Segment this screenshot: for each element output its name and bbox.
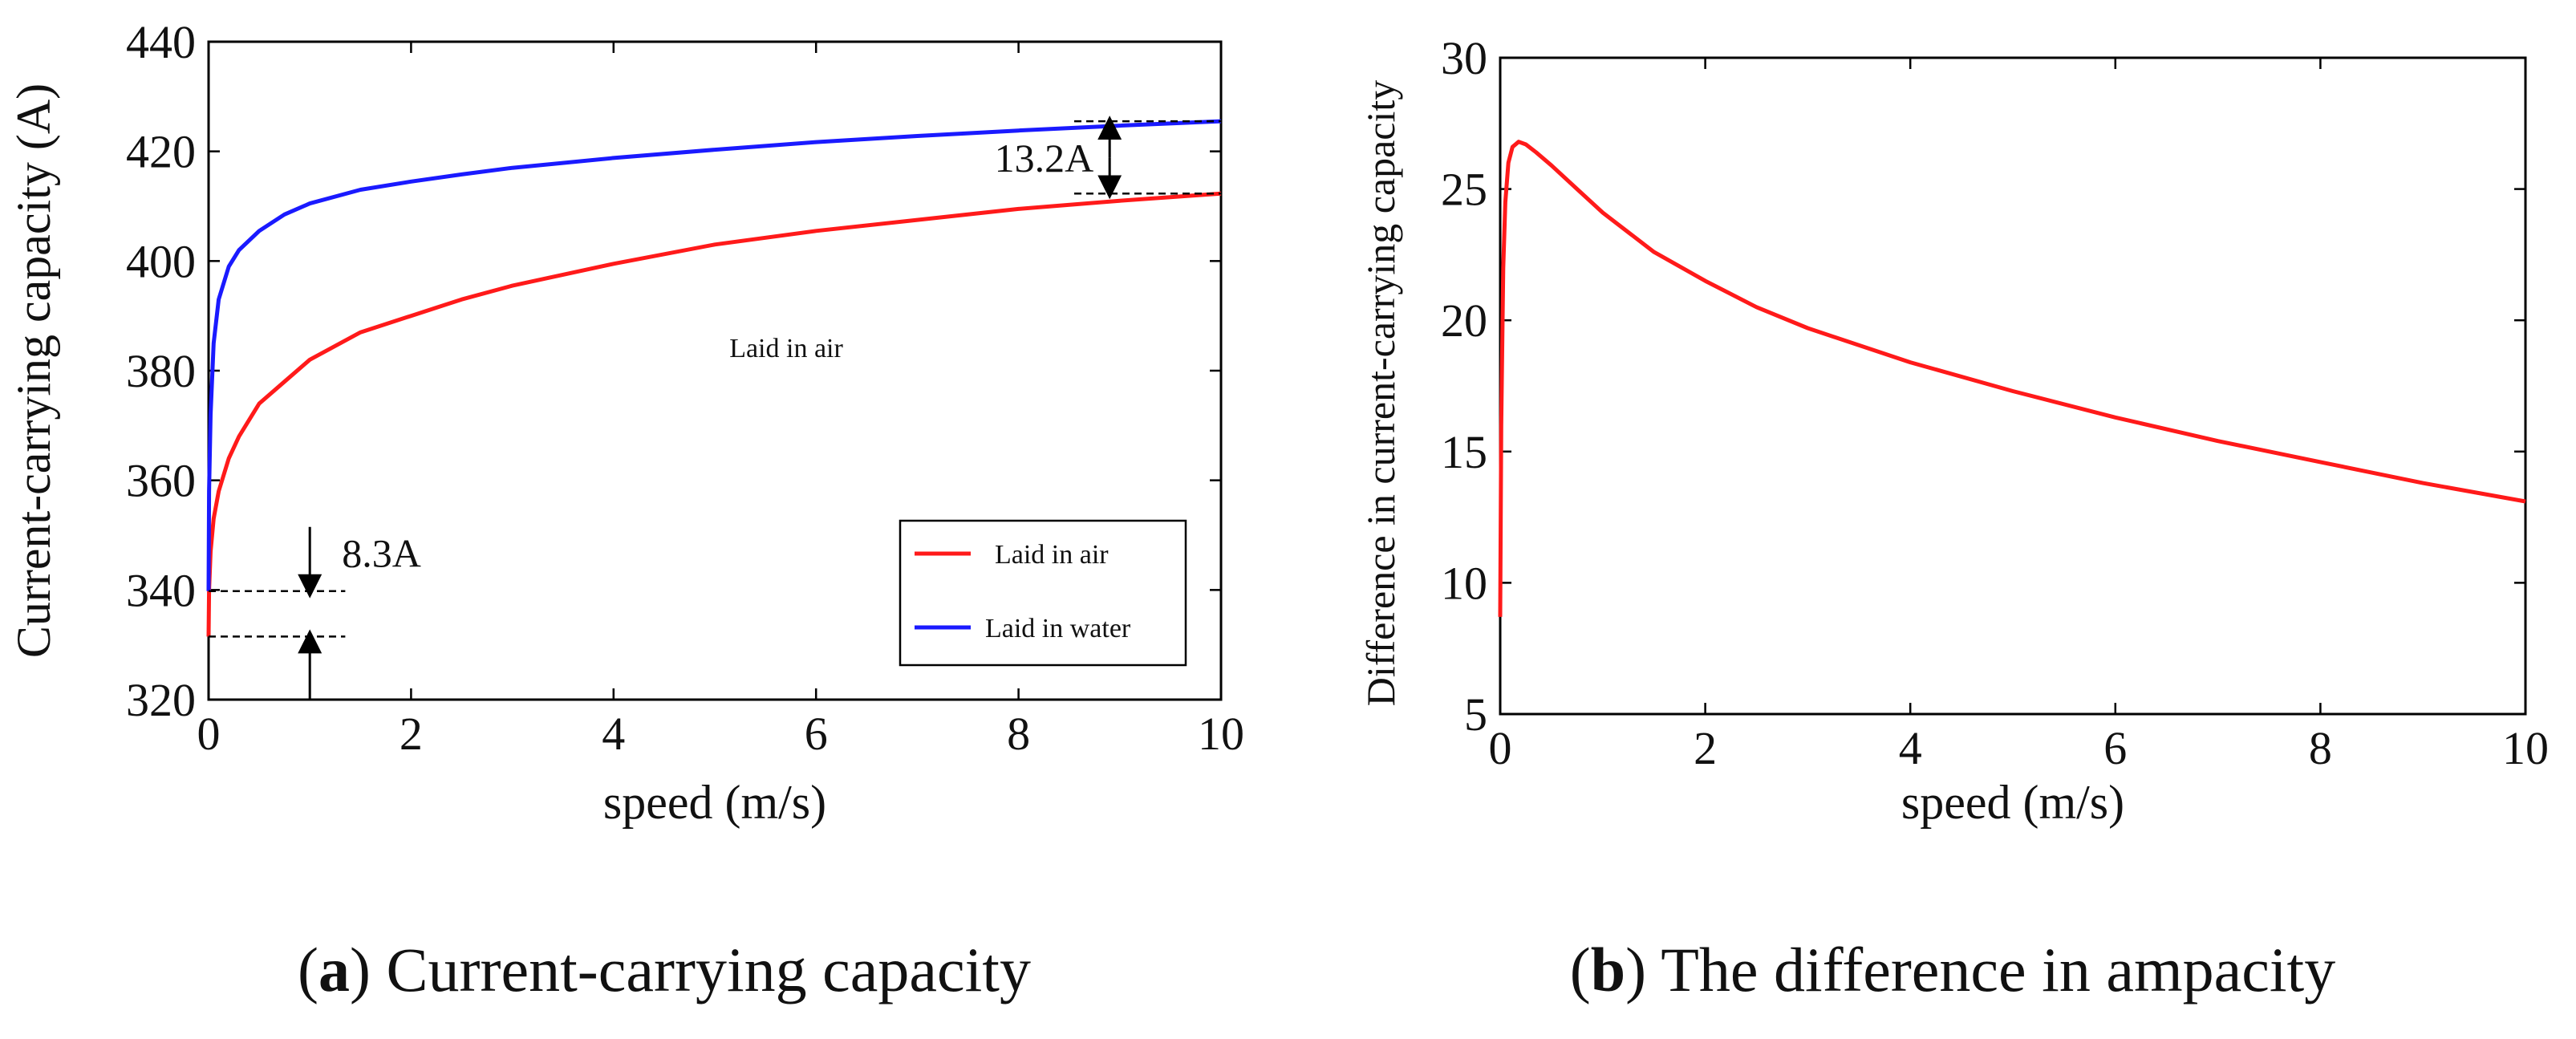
a-series-laid-in-water [206,119,1222,591]
panel-a-x-label: speed (m/s) [603,776,826,829]
legend-label-air: Laid in air [995,540,1109,570]
b-ytick-label-5: 30 [1441,32,1487,84]
a-xtick-label-0: 0 [197,708,221,760]
panel-b-x-label: speed (m/s) [1901,776,2124,829]
legend-box [899,519,1187,667]
b-ytick-label-3: 20 [1441,294,1487,347]
a-xtick-label-3: 6 [805,708,828,760]
panel-a-legend: Laid in air Laid in water [899,519,1187,667]
a-xtick-label-4: 8 [1007,708,1030,760]
b-xtick-label-1: 2 [1694,722,1717,774]
legend-label-water: Laid in water [985,614,1131,643]
caption-b: (b) The difference in ampacity [1570,935,2335,1005]
a-ytick-label-2: 360 [126,455,196,507]
b-xtick-label-0: 0 [1489,722,1512,774]
b-xtick-label-3: 6 [2103,722,2127,774]
b-ytick-label-1: 10 [1441,557,1487,609]
a-ytick-label-3: 380 [126,345,196,397]
a-xtick-label-2: 4 [602,708,625,760]
b-xtick-label-5: 10 [2502,722,2549,774]
caption-a-letter: a [318,935,350,1005]
a-xtick-label-1: 2 [400,708,423,760]
panel-a-note: Laid in air [729,334,843,363]
a-ytick-label-0: 320 [126,674,196,726]
caption-b-text: The difference in ampacity [1646,935,2335,1005]
panel-b-chart: 0 2 4 6 8 10 5 10 15 20 25 30 speed (m/s) Differenc… [1358,32,2549,829]
b-xtick-label-4: 8 [2309,722,2332,774]
a-ytick-label-1: 340 [126,564,196,616]
caption-a-text: Current-carrying capacity [371,935,1031,1005]
b-ytick-label-0: 5 [1464,688,1487,741]
panel-a-y-label: Current-carrying capacity (A) [7,83,60,658]
a-ytick-label-4: 400 [126,235,196,287]
a-ytick-label-5: 420 [126,126,196,178]
b-ytick-label-2: 15 [1441,426,1487,478]
b-series-difference [1498,140,2526,617]
panel-b-y-label: Difference in current-carrying capacity [1358,80,1403,707]
a-series-laid-in-air [206,191,1222,637]
panel-b-frame [1499,56,2527,716]
a-ytick-label-6: 440 [126,16,196,68]
b-ytick-label-4: 25 [1441,164,1487,216]
caption-a: (a) Current-carrying capacity [298,935,1031,1005]
a-xtick-label-5: 10 [1198,708,1244,760]
panel-a-chart: 0 2 4 6 8 10 320 340 360 380 400 420 440 8.3A 13.2A s… [7,16,1244,829]
b-xtick-label-2: 4 [1899,722,1922,774]
caption-b-letter: b [1591,935,1625,1005]
anno-83-label: 8.3A [342,531,421,576]
anno-132-label: 13.2A [995,136,1094,181]
